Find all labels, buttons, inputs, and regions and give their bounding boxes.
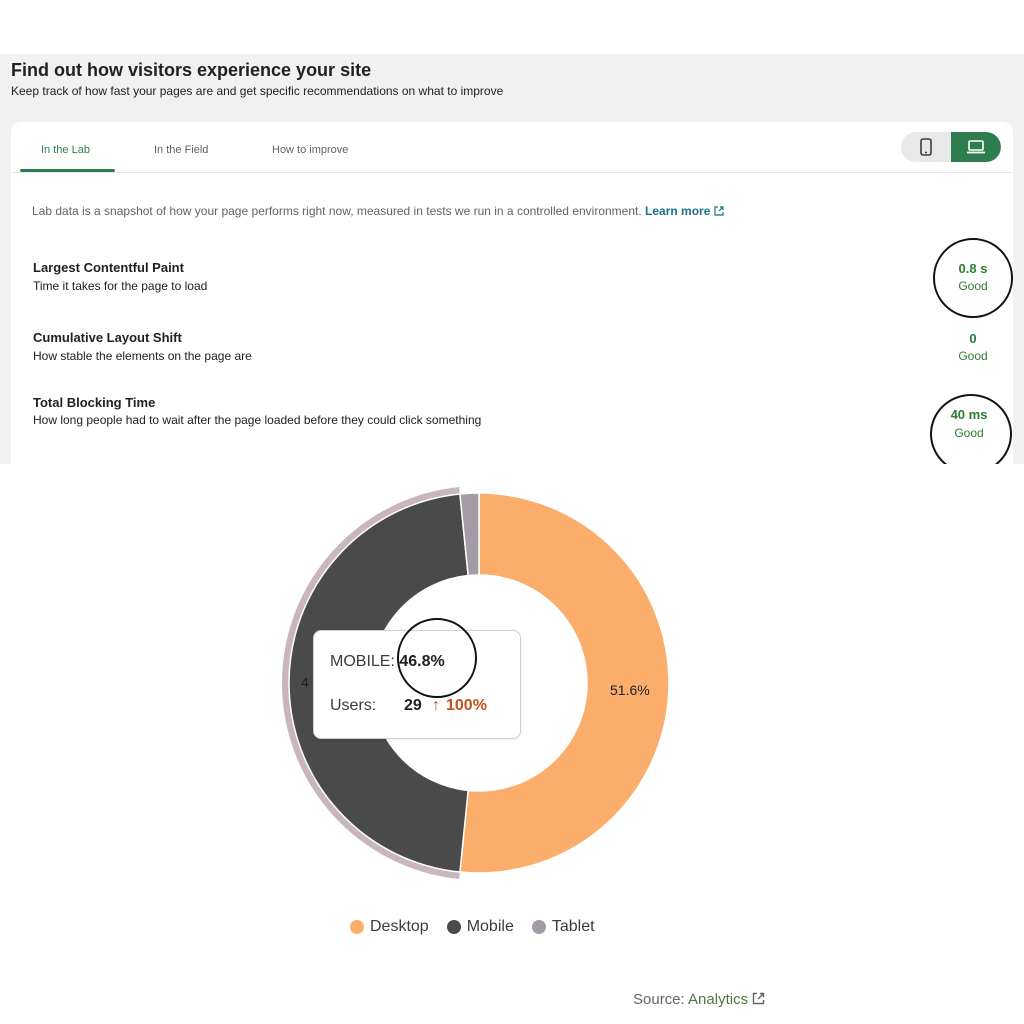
desktop-toggle-button[interactable] <box>951 132 1001 162</box>
slice-tablet[interactable] <box>459 492 480 577</box>
tooltip-change: ↑ 100% <box>432 697 487 715</box>
learn-more-label: Learn more <box>645 204 711 218</box>
source-label: Source: <box>633 991 685 1008</box>
legend-item-tablet[interactable]: Tablet <box>531 918 595 936</box>
arrow-up-icon: ↑ <box>432 697 440 714</box>
legend-label-mobile: Mobile <box>466 918 514 935</box>
metric-desc-lcp: Time it takes for the page to load <box>33 279 208 293</box>
metric-status-cls: Good <box>958 349 988 363</box>
source-link[interactable]: Analytics <box>688 991 765 1008</box>
tab-in-the-field[interactable]: In the Field <box>154 144 209 156</box>
highlight-circle-lcp <box>933 238 1013 318</box>
metric-title-lcp: Largest Contentful Paint <box>33 260 184 275</box>
pagespeed-panel: Find out how visitors experience your si… <box>0 54 1024 464</box>
active-tab-indicator <box>20 169 115 172</box>
slice-desktop[interactable] <box>459 492 670 874</box>
external-link-icon <box>753 992 765 1005</box>
tab-how-to-improve[interactable]: How to improve <box>272 144 349 156</box>
legend-label-desktop: Desktop <box>370 918 429 935</box>
highlight-circle-tbt <box>930 394 1012 464</box>
learn-more-link[interactable]: Learn more <box>645 204 724 218</box>
lab-card: In the Lab In the Field How to improve <box>11 122 1013 464</box>
chart-legend: Desktop Mobile Tablet <box>350 918 595 936</box>
legend-swatch-mobile <box>446 920 461 934</box>
metric-value-cls: 0 <box>969 331 977 346</box>
legend-swatch-desktop <box>350 920 364 934</box>
device-donut-chart <box>282 486 670 880</box>
tooltip-segment-name: MOBILE: <box>330 653 395 670</box>
data-label-mobile: 4 <box>301 674 309 690</box>
legend-item-mobile[interactable]: Mobile <box>446 918 514 936</box>
mobile-toggle-button[interactable] <box>901 132 951 162</box>
mobile-icon <box>920 138 932 156</box>
tab-bar: In the Lab In the Field How to improve <box>11 122 1013 173</box>
metric-desc-cls: How stable the elements on the page are <box>33 349 252 363</box>
lab-description: Lab data is a snapshot of how your page … <box>32 204 724 218</box>
legend-item-desktop[interactable]: Desktop <box>350 918 429 936</box>
legend-swatch-tablet <box>531 920 546 934</box>
tooltip-users-label: Users: <box>330 697 377 714</box>
laptop-icon <box>967 140 985 154</box>
highlight-circle-tooltip <box>397 618 477 698</box>
metric-desc-tbt: How long people had to wait after the pa… <box>33 413 482 427</box>
external-link-icon <box>714 206 724 216</box>
tab-in-the-lab[interactable]: In the Lab <box>41 144 90 156</box>
source-attribution: Source: Analytics <box>633 991 765 1008</box>
metric-title-tbt: Total Blocking Time <box>33 395 156 410</box>
lab-description-text: Lab data is a snapshot of how your page … <box>32 204 642 218</box>
metric-title-cls: Cumulative Layout Shift <box>33 330 182 345</box>
legend-label-tablet: Tablet <box>551 918 595 935</box>
tooltip-change-value: 100% <box>446 697 487 714</box>
tooltip-users-count: 29 <box>404 697 422 714</box>
page-subtitle: Keep track of how fast your pages are an… <box>11 84 504 98</box>
device-toggle <box>901 132 1001 162</box>
page-title: Find out how visitors experience your si… <box>11 60 372 80</box>
source-link-label: Analytics <box>688 991 749 1008</box>
data-label-desktop: 51.6% <box>610 682 650 698</box>
